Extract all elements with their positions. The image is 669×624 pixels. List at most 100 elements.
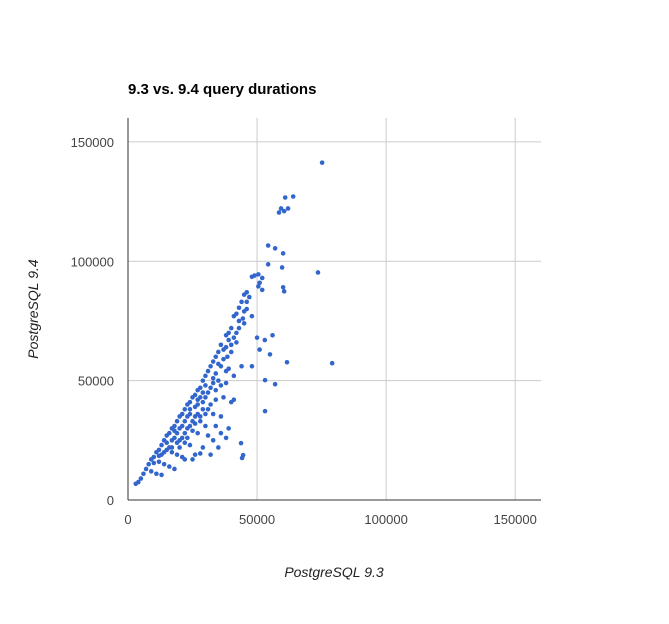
data-point: [208, 402, 213, 407]
data-point: [190, 395, 195, 400]
data-point: [226, 337, 231, 343]
data-point: [159, 472, 164, 478]
data-point: [187, 423, 193, 429]
data-point: [210, 375, 216, 381]
data-point: [213, 387, 219, 393]
data-point: [156, 453, 162, 459]
data-point: [208, 452, 213, 457]
data-point: [262, 377, 268, 383]
data-point: [278, 206, 284, 211]
data-point: [200, 406, 206, 412]
data-point: [223, 332, 229, 338]
data-point: [195, 411, 200, 417]
data-point: [190, 457, 195, 462]
data-point: [208, 385, 213, 391]
data-point: [159, 442, 164, 448]
data-point: [169, 445, 175, 450]
data-point: [185, 435, 190, 441]
data-point: [200, 378, 206, 383]
y-tick-label: 50000: [78, 374, 114, 389]
data-point: [192, 452, 198, 457]
data-point: [265, 243, 271, 248]
data-point: [231, 397, 237, 403]
data-point: [241, 309, 247, 314]
data-point: [265, 262, 271, 267]
data-point: [221, 395, 226, 400]
data-point: [329, 360, 335, 366]
y-tick-labels: 0 50000 100000 150000: [71, 135, 114, 508]
data-point: [241, 292, 247, 297]
data-point: [182, 457, 188, 462]
data-point: [223, 368, 229, 374]
x-tick-label: 50000: [239, 512, 275, 527]
data-points: [133, 160, 335, 487]
data-point: [218, 430, 224, 436]
data-point: [236, 325, 242, 331]
data-point: [208, 364, 213, 369]
data-point: [256, 284, 261, 289]
data-point: [210, 438, 216, 443]
data-point: [281, 289, 287, 294]
data-point: [182, 440, 188, 446]
data-point: [239, 299, 244, 305]
data-point: [197, 451, 203, 456]
data-point: [213, 354, 219, 360]
data-point: [154, 449, 159, 455]
data-point: [223, 380, 229, 386]
data-point: [182, 418, 188, 424]
data-point: [259, 275, 265, 281]
data-point: [172, 428, 177, 434]
data-point: [285, 206, 291, 211]
data-point: [216, 378, 221, 383]
y-axis-label: PostgreSQL 9.4: [25, 259, 41, 359]
data-point: [156, 459, 162, 465]
data-point: [182, 430, 188, 436]
data-point: [210, 380, 216, 386]
data-point: [195, 387, 200, 393]
data-point: [203, 423, 208, 429]
data-point: [182, 406, 188, 412]
chart-title: 9.3 vs. 9.4 query durations: [128, 81, 316, 98]
data-point: [281, 208, 287, 214]
data-point: [262, 408, 268, 414]
data-point: [174, 440, 180, 446]
data-point: [161, 449, 167, 455]
data-point: [205, 433, 211, 438]
data-point: [151, 460, 157, 466]
data-point: [164, 440, 170, 446]
x-tick-labels: 0 50000 100000 150000: [124, 512, 537, 527]
data-point: [210, 359, 216, 364]
data-point: [213, 423, 219, 429]
data-point: [218, 414, 224, 419]
data-point: [279, 265, 285, 270]
data-point: [234, 330, 239, 336]
data-point: [167, 464, 172, 469]
data-point: [276, 210, 282, 215]
data-point: [187, 406, 193, 412]
data-point: [141, 471, 146, 477]
data-point: [203, 383, 208, 388]
data-point: [177, 445, 182, 450]
data-point: [226, 426, 231, 431]
data-point: [236, 318, 242, 324]
data-point: [205, 390, 211, 395]
data-point: [223, 344, 229, 350]
data-point: [213, 397, 219, 403]
data-point: [228, 325, 234, 331]
data-point: [161, 461, 167, 467]
data-point: [241, 321, 247, 326]
data-point: [190, 428, 195, 434]
data-point: [231, 313, 237, 319]
data-point: [254, 335, 260, 340]
x-axis-label: PostgreSQL 9.3: [284, 564, 384, 580]
data-point: [192, 404, 198, 410]
data-point: [239, 364, 244, 369]
data-point: [169, 438, 175, 443]
x-tick-label: 150000: [493, 512, 536, 527]
data-point: [249, 274, 255, 280]
data-point: [240, 316, 246, 321]
data-point: [205, 368, 211, 374]
data-point: [249, 313, 255, 319]
gridlines: [128, 118, 541, 500]
data-point: [203, 395, 208, 400]
